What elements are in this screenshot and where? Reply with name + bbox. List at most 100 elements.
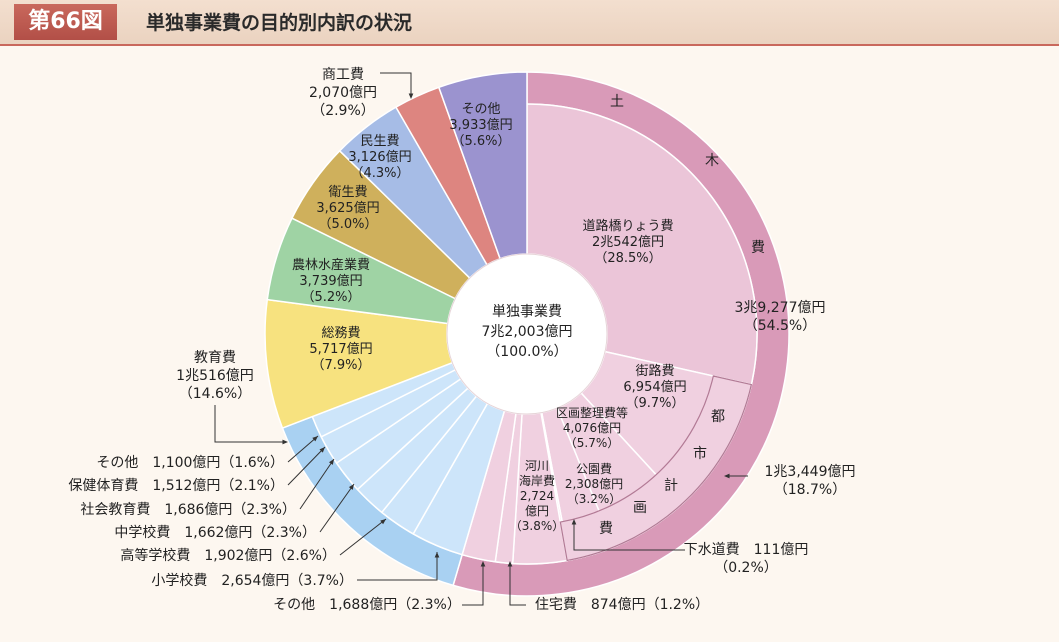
- outer-band-char-civil-line: 土: [610, 94, 624, 110]
- arrow-middle: [348, 484, 354, 490]
- callout-civil-other-line: その他 1,688億円（2.3%）: [273, 597, 461, 613]
- slice-label-land: 区画整理費等 4,076億円（5.7%）: [556, 405, 628, 450]
- slice-label-sanitation-line: 3,625億円: [316, 200, 379, 216]
- middle-band-label-urban-line: （18.7%）: [774, 482, 846, 498]
- slice-label-sanitation-line: 衛生費: [328, 185, 367, 200]
- callout-housing: 住宅費 874億円（1.2%）: [535, 597, 709, 613]
- callout-edu-other: その他 1,100億円（1.6%）: [96, 455, 284, 471]
- center-hole: [446, 253, 608, 415]
- slice-label-other-line: （5.6%）: [451, 134, 510, 149]
- callout-elementary: 小学校費 2,654億円（3.7%）: [151, 572, 353, 589]
- callout-elementary-line: 小学校費 2,654億円（3.7%）: [151, 572, 353, 589]
- slice-label-street-line: （9.7%）: [625, 396, 684, 411]
- header-divider: [0, 44, 1059, 46]
- outer-band-label-civil: 3兆9,277億円 （54.5%）: [735, 300, 826, 334]
- leader-elementary: [357, 552, 438, 581]
- callout-commerce-line: （2.9%）: [311, 103, 375, 119]
- slice-label-agri-line: 農林水産業費: [292, 257, 370, 273]
- callout-middle: 中学校費 1,662億円（2.3%）: [114, 524, 316, 541]
- arrow-elementary: [434, 552, 440, 558]
- leader-housing: [509, 566, 526, 606]
- middle-band-char-urban: 計: [664, 478, 678, 494]
- outer-band-label-education: 教育費 1兆516億円 （14.6%）: [176, 350, 254, 402]
- outer-band-char-civil-line: 木: [705, 153, 719, 169]
- slice-label-sanitation-line: （5.0%）: [318, 217, 377, 232]
- middle-band-char-urban-line: 都: [711, 409, 725, 425]
- arrow-edu-other: [312, 436, 318, 442]
- outer-band-label-education-line: （14.6%）: [179, 386, 251, 402]
- slice-label-welfare-line: 3,126億円: [348, 149, 411, 165]
- slice-label-road: 道路橋りょう費 2兆542億円（28.5%）: [582, 218, 673, 266]
- slice-label-land-line: 4,076億円: [563, 421, 621, 435]
- slice-label-general-line: 5,717億円: [309, 341, 372, 357]
- slice-label-general-line: （7.9%）: [311, 358, 370, 373]
- slice-label-river-line: 海岸費: [519, 473, 555, 488]
- leader-middle: [319, 483, 355, 533]
- arrow-highschool: [380, 519, 386, 525]
- leader-education: [214, 405, 283, 443]
- leader-sewer: [573, 524, 685, 551]
- slice-label-land-line: 区画整理費等: [556, 405, 628, 420]
- slice-label-other: その他 3,933億円（5.6%）: [449, 102, 512, 149]
- arrow-civil-other: [480, 561, 486, 567]
- slice-label-welfare: 民生費 3,126億円（4.3%）: [348, 134, 411, 181]
- leader-edu-other: [287, 435, 319, 463]
- callout-commerce: 商工費 2,070億円 （2.9%）: [309, 67, 377, 119]
- leader-civil-other: [462, 566, 484, 606]
- middle-band-label-urban-line: 1兆3,449億円: [765, 464, 856, 480]
- middle-band-char-urban-line: 費: [599, 521, 613, 537]
- callout-sewer: 下水道費 111億円 （0.2%）: [684, 542, 809, 576]
- slice-label-general-line: 総務費: [321, 326, 360, 341]
- slice-label-street-line: 街路費: [635, 363, 674, 379]
- outer-band-label-education-line: 教育費: [194, 350, 236, 366]
- slice-label-road-line: 道路橋りょう費: [582, 218, 673, 234]
- outer-band-char-civil: 木: [705, 153, 719, 169]
- callout-social-edu-line: 社会教育費 1,686億円（2.3%）: [80, 502, 296, 518]
- middle-band-char-urban: 費: [599, 521, 613, 537]
- middle-band-char-urban: 画: [633, 500, 647, 516]
- callout-sports: 保健体育費 1,512億円（2.1%）: [68, 478, 284, 494]
- figure-number-badge: 第66図: [14, 4, 117, 40]
- arrow-social-edu: [328, 459, 334, 465]
- slice-label-street-line: 6,954億円: [623, 379, 686, 395]
- leader-sports: [287, 446, 326, 486]
- callout-housing-line: 住宅費 874億円（1.2%）: [535, 597, 709, 613]
- slice-label-river-line: （3.8%）: [510, 519, 565, 533]
- callout-highschool: 高等学校費 1,902億円（2.6%）: [120, 547, 336, 564]
- callout-civil-other: その他 1,688億円（2.3%）: [273, 597, 461, 613]
- slice-label-agri: 農林水産業費 3,739億円（5.2%）: [292, 257, 370, 305]
- outer-band-label-education-line: 1兆516億円: [176, 368, 254, 384]
- callout-commerce-line: 2,070億円: [309, 85, 377, 101]
- callout-sports-line: 保健体育費 1,512億円（2.1%）: [68, 478, 284, 494]
- leader-social-edu: [299, 458, 335, 510]
- arrow-sports: [319, 447, 325, 453]
- slice-label-street: 街路費 6,954億円（9.7%）: [623, 363, 686, 411]
- outer-band-char-civil: 費: [751, 240, 765, 256]
- center-label-line: 7兆2,003億円: [482, 324, 573, 340]
- middle-band-char-urban-line: 市: [693, 445, 707, 462]
- callout-sewer-line: 下水道費 111億円: [684, 542, 809, 558]
- outer-band-char-civil: 土: [610, 94, 624, 110]
- slice-label-river-line: 2,724: [520, 489, 554, 503]
- slice-label-road-line: 2兆542億円: [592, 234, 664, 250]
- outer-band-char-civil-line: 費: [751, 240, 765, 256]
- callout-social-edu: 社会教育費 1,686億円（2.3%）: [80, 502, 296, 518]
- slice-label-land-line: （5.7%）: [565, 436, 620, 450]
- arrow-education: [282, 439, 288, 445]
- slice-label-general: 総務費 5,717億円（7.9%）: [309, 326, 372, 373]
- callout-edu-other-line: その他 1,100億円（1.6%）: [96, 455, 284, 471]
- slice-label-river: 河川海岸費 2,724 億円（3.8%）: [510, 459, 565, 533]
- outer-band-label-civil-line: （54.5%）: [744, 318, 816, 334]
- slice-label-sanitation: 衛生費 3,625億円（5.0%）: [316, 185, 379, 232]
- slice-label-other-line: 3,933億円: [449, 117, 512, 133]
- callout-sewer-line: （0.2%）: [714, 560, 778, 576]
- slice-label-welfare-line: 民生費: [360, 134, 399, 149]
- center-label-line: （100.0%）: [486, 344, 567, 360]
- center-label-line: 単独事業費: [492, 304, 562, 320]
- leader-commerce: [380, 72, 412, 95]
- slice-label-agri-line: 3,739億円: [299, 273, 362, 289]
- arrow-housing: [507, 561, 513, 567]
- slice-label-other-line: その他: [461, 102, 500, 117]
- center-label: 単独事業費 7兆2,003億円 （100.0%）: [482, 304, 573, 360]
